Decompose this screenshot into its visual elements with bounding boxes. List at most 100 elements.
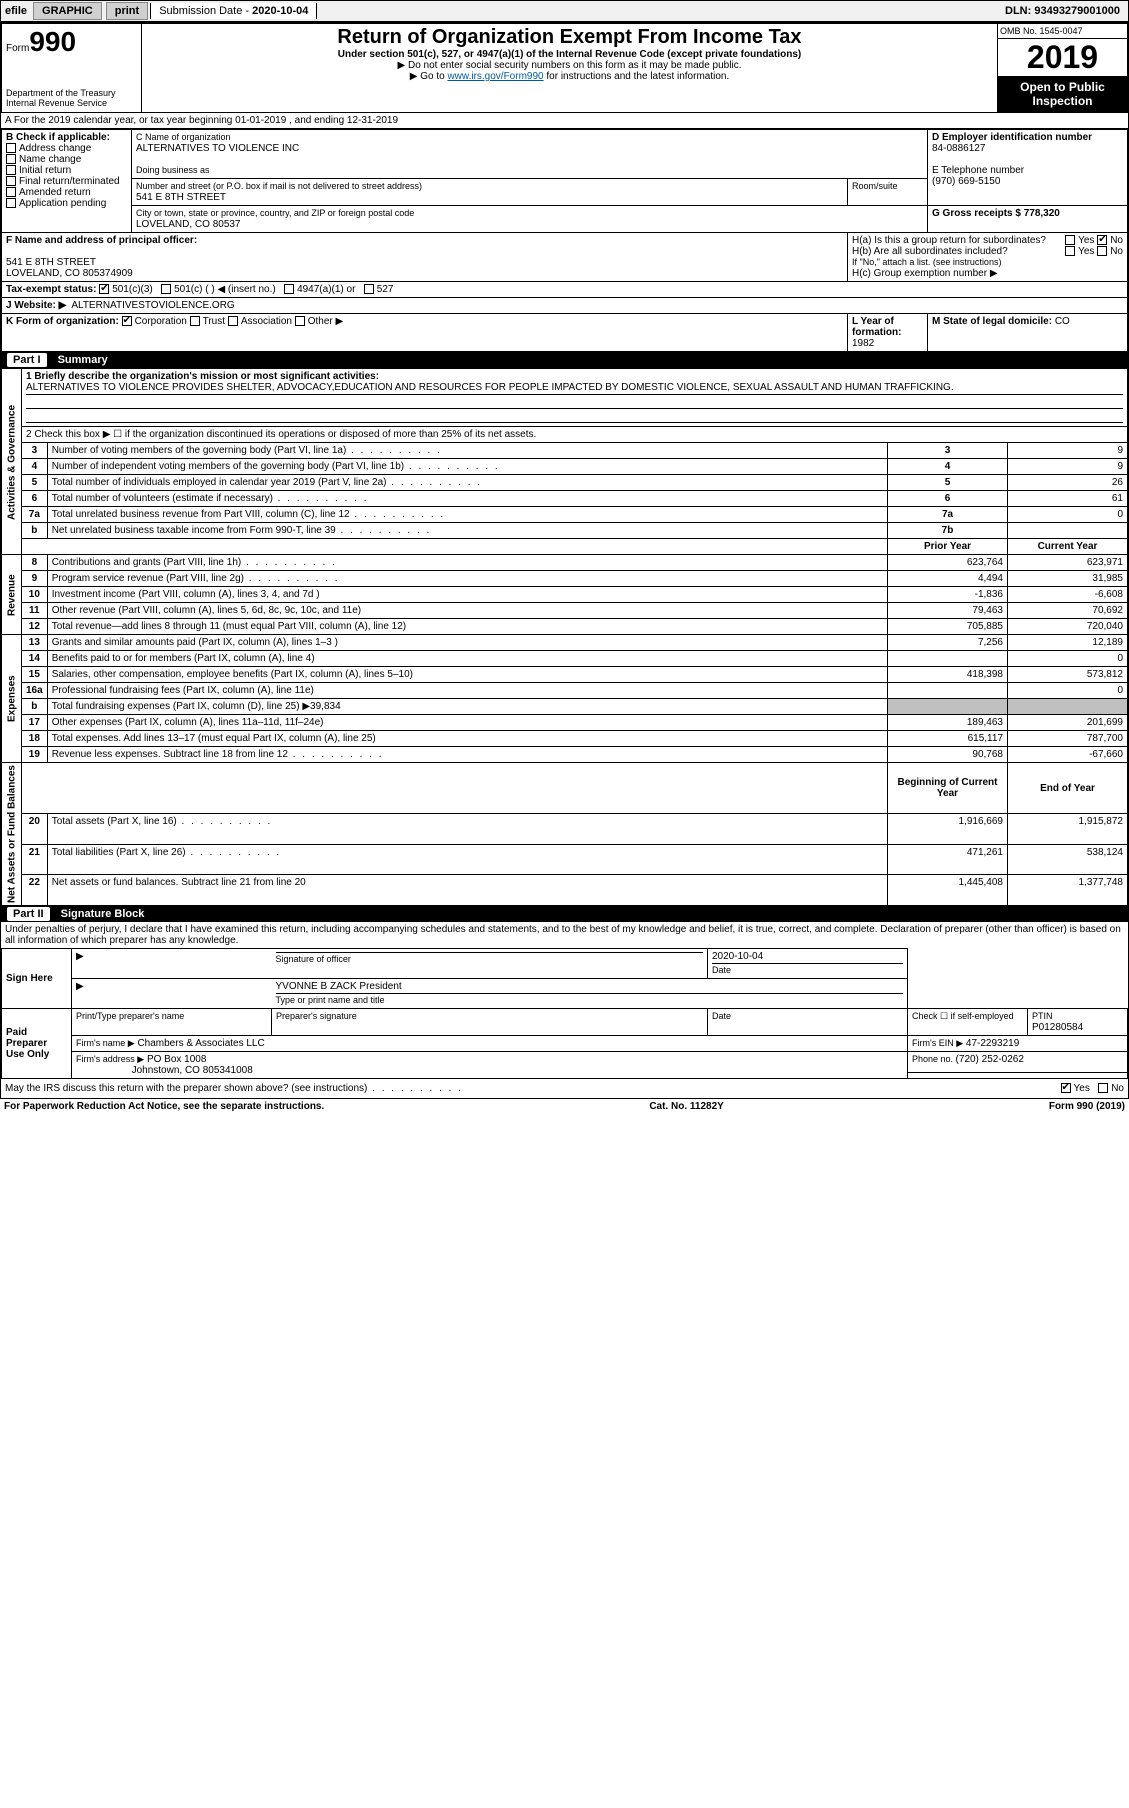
header-block: Form990 Department of the Treasury Inter… (1, 23, 1128, 113)
check-final[interactable] (6, 176, 16, 186)
firm-addr1: PO Box 1008 (147, 1054, 206, 1065)
print-button[interactable]: print (106, 2, 148, 20)
dln: DLN: 93493279001000 (997, 3, 1128, 19)
vert-expenses: Expenses (2, 635, 22, 763)
top-bar: efile GRAPHIC print Submission Date - 20… (0, 0, 1129, 22)
sig-officer-label: Signature of officer (276, 954, 351, 964)
h-a: H(a) Is this a group return for subordin… (852, 235, 1046, 246)
tax-year: 2019 (998, 39, 1127, 76)
line1-mission: ALTERNATIVES TO VIOLENCE PROVIDES SHELTE… (26, 382, 954, 393)
org-name-label: C Name of organization (136, 132, 231, 142)
line1-label: 1 Briefly describe the organization's mi… (26, 371, 379, 382)
efile-label: efile (1, 5, 31, 17)
firm-addr2: Johnstown, CO 805341008 (132, 1065, 253, 1076)
street-value: 541 E 8TH STREET (136, 192, 226, 203)
form-subtitle: Under section 501(c), 527, or 4947(a)(1)… (146, 49, 993, 60)
instr-ssn: ▶ Do not enter social security numbers o… (146, 60, 993, 71)
discuss-line: May the IRS discuss this return with the… (1, 1079, 1128, 1098)
form-prefix: Form (6, 43, 29, 54)
dba-label: Doing business as (136, 165, 210, 175)
irs-link[interactable]: www.irs.gov/Form990 (447, 71, 543, 82)
rev-row: 12Total revenue—add lines 8 through 11 (… (2, 619, 1128, 635)
gov-row: bNet unrelated business taxable income f… (2, 523, 1128, 539)
officer-addr2: LOVELAND, CO 805374909 (6, 268, 133, 279)
gov-row: 5Total number of individuals employed in… (2, 475, 1128, 491)
gross-receipts: G Gross receipts $ 778,320 (932, 208, 1060, 219)
h-c: H(c) Group exemption number ▶ (852, 268, 998, 279)
h-b-note: If "No," attach a list. (see instruction… (852, 257, 1001, 267)
gov-row: 7aTotal unrelated business revenue from … (2, 507, 1128, 523)
gov-row: 6Total number of volunteers (estimate if… (2, 491, 1128, 507)
tax-period: A For the 2019 calendar year, or tax yea… (1, 113, 1128, 129)
instr-link: ▶ Go to www.irs.gov/Form990 for instruct… (146, 71, 993, 82)
phone-value: (970) 669-5150 (932, 176, 1000, 187)
check-pending[interactable] (6, 198, 16, 208)
net-row: 21Total liabilities (Part X, line 26)471… (2, 844, 1128, 875)
street-label: Number and street (or P.O. box if mail i… (136, 181, 422, 191)
firm-name: Chambers & Associates LLC (137, 1038, 264, 1049)
officer-name: YVONNE B ZACK President (276, 981, 402, 992)
entity-info: B Check if applicable: Address change Na… (1, 129, 1128, 352)
check-name[interactable] (6, 154, 16, 164)
paid-preparer: Paid Preparer Use Only (2, 1009, 72, 1079)
gov-row: 4Number of independent voting members of… (2, 459, 1128, 475)
state-domicile: CO (1055, 316, 1070, 327)
declaration: Under penalties of perjury, I declare th… (1, 922, 1128, 948)
irs-label: Internal Revenue Service (6, 98, 137, 108)
city-label: City or town, state or province, country… (136, 208, 414, 218)
signature-block: Sign Here ▶ Signature of officer 2020-10… (1, 948, 1128, 1079)
exp-row: bTotal fundraising expenses (Part IX, co… (2, 699, 1128, 715)
vert-revenue: Revenue (2, 555, 22, 635)
box-b-label: B Check if applicable: (6, 132, 110, 143)
check-address[interactable] (6, 143, 16, 153)
room-label: Room/suite (852, 181, 898, 191)
officer-addr1: 541 E 8TH STREET (6, 257, 96, 268)
firm-ein: 47-2293219 (966, 1038, 1019, 1049)
website-label: J Website: ▶ (6, 300, 66, 311)
dept-treasury: Department of the Treasury (6, 88, 137, 98)
check-501c3[interactable] (99, 284, 109, 294)
vert-net-assets: Net Assets or Fund Balances (2, 763, 22, 906)
exp-row: 16aProfessional fundraising fees (Part I… (2, 683, 1128, 699)
net-row: 20Total assets (Part X, line 16)1,916,66… (2, 814, 1128, 845)
tax-status-label: Tax-exempt status: (6, 284, 96, 295)
public-inspection: Open to Public Inspection (998, 76, 1127, 112)
ein-value: 84-0886127 (932, 143, 985, 154)
vert-governance: Activities & Governance (2, 369, 22, 555)
check-amended[interactable] (6, 187, 16, 197)
cat-no: Cat. No. 11282Y (649, 1101, 723, 1112)
graphic-button[interactable]: GRAPHIC (33, 2, 102, 20)
exp-row: 19Revenue less expenses. Subtract line 1… (2, 747, 1128, 763)
ein-label: D Employer identification number (932, 132, 1092, 143)
phone-label: E Telephone number (932, 165, 1024, 176)
box-k-label: K Form of organization: (6, 316, 119, 327)
rev-row: 10Investment income (Part VIII, column (… (2, 587, 1128, 603)
city-value: LOVELAND, CO 80537 (136, 219, 241, 230)
form-title: Return of Organization Exempt From Incom… (146, 26, 993, 49)
box-f-label: F Name and address of principal officer: (6, 235, 197, 246)
ptin: P01280584 (1032, 1022, 1083, 1033)
footer: For Paperwork Reduction Act Notice, see … (0, 1099, 1129, 1114)
part1-header: Part I Summary (1, 352, 1128, 368)
sig-date: 2020-10-04 (712, 951, 763, 962)
year-formation: 1982 (852, 338, 874, 349)
gov-row: 3Number of voting members of the governi… (2, 443, 1128, 459)
net-row: 22Net assets or fund balances. Subtract … (2, 875, 1128, 906)
sign-here: Sign Here (2, 949, 72, 1009)
omb-number: OMB No. 1545-0047 (998, 24, 1127, 39)
exp-row: 17Other expenses (Part IX, column (A), l… (2, 715, 1128, 731)
rev-row: 9Program service revenue (Part VIII, lin… (2, 571, 1128, 587)
discuss-yes[interactable] (1061, 1083, 1071, 1093)
org-name: ALTERNATIVES TO VIOLENCE INC (136, 143, 299, 154)
form-number: 990 (29, 26, 76, 57)
exp-row: 18Total expenses. Add lines 13–17 (must … (2, 731, 1128, 747)
form-ref: Form 990 (2019) (1049, 1101, 1125, 1112)
form-990: Form990 Department of the Treasury Inter… (0, 22, 1129, 1099)
website-value: ALTERNATIVESTOVIOLENCE.ORG (71, 300, 234, 311)
part1-table: Activities & Governance 1 Briefly descri… (1, 368, 1128, 906)
check-initial[interactable] (6, 165, 16, 175)
line2: 2 Check this box ▶ ☐ if the organization… (22, 427, 1128, 443)
discuss-no[interactable] (1098, 1083, 1108, 1093)
prep-phone: (720) 252-0262 (956, 1054, 1024, 1065)
part2-header: Part II Signature Block (1, 906, 1128, 922)
